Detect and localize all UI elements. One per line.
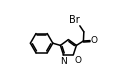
- Text: O: O: [91, 36, 98, 45]
- Text: O: O: [75, 56, 82, 65]
- Text: Br: Br: [69, 15, 79, 25]
- Text: N: N: [60, 57, 66, 66]
